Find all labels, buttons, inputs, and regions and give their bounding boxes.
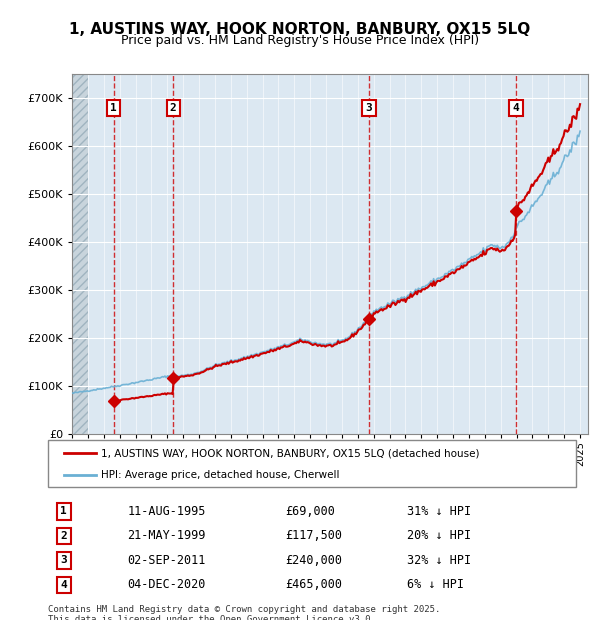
Text: 2: 2 [170, 103, 176, 113]
Text: £240,000: £240,000 [286, 554, 343, 567]
Text: 2: 2 [61, 531, 67, 541]
Text: 20% ↓ HPI: 20% ↓ HPI [407, 529, 471, 542]
Text: 1, AUSTINS WAY, HOOK NORTON, BANBURY, OX15 5LQ (detached house): 1, AUSTINS WAY, HOOK NORTON, BANBURY, OX… [101, 448, 479, 458]
Text: 1: 1 [61, 507, 67, 516]
Text: 04-DEC-2020: 04-DEC-2020 [127, 578, 206, 591]
Text: Contains HM Land Registry data © Crown copyright and database right 2025.
This d: Contains HM Land Registry data © Crown c… [48, 604, 440, 620]
Text: 3: 3 [365, 103, 373, 113]
Text: 31% ↓ HPI: 31% ↓ HPI [407, 505, 471, 518]
Text: 11-AUG-1995: 11-AUG-1995 [127, 505, 206, 518]
Text: 3: 3 [61, 556, 67, 565]
FancyBboxPatch shape [48, 440, 576, 487]
Text: HPI: Average price, detached house, Cherwell: HPI: Average price, detached house, Cher… [101, 470, 340, 480]
Text: £117,500: £117,500 [286, 529, 343, 542]
Bar [64, 74, 88, 434]
Text: £69,000: £69,000 [286, 505, 335, 518]
Text: 1: 1 [110, 103, 117, 113]
Text: 21-MAY-1999: 21-MAY-1999 [127, 529, 206, 542]
Text: 4: 4 [61, 580, 67, 590]
Text: Price paid vs. HM Land Registry's House Price Index (HPI): Price paid vs. HM Land Registry's House … [121, 34, 479, 47]
Text: 6% ↓ HPI: 6% ↓ HPI [407, 578, 464, 591]
Text: 32% ↓ HPI: 32% ↓ HPI [407, 554, 471, 567]
Text: £465,000: £465,000 [286, 578, 343, 591]
Text: 1, AUSTINS WAY, HOOK NORTON, BANBURY, OX15 5LQ: 1, AUSTINS WAY, HOOK NORTON, BANBURY, OX… [70, 22, 530, 37]
Text: 4: 4 [512, 103, 519, 113]
Text: 02-SEP-2011: 02-SEP-2011 [127, 554, 206, 567]
